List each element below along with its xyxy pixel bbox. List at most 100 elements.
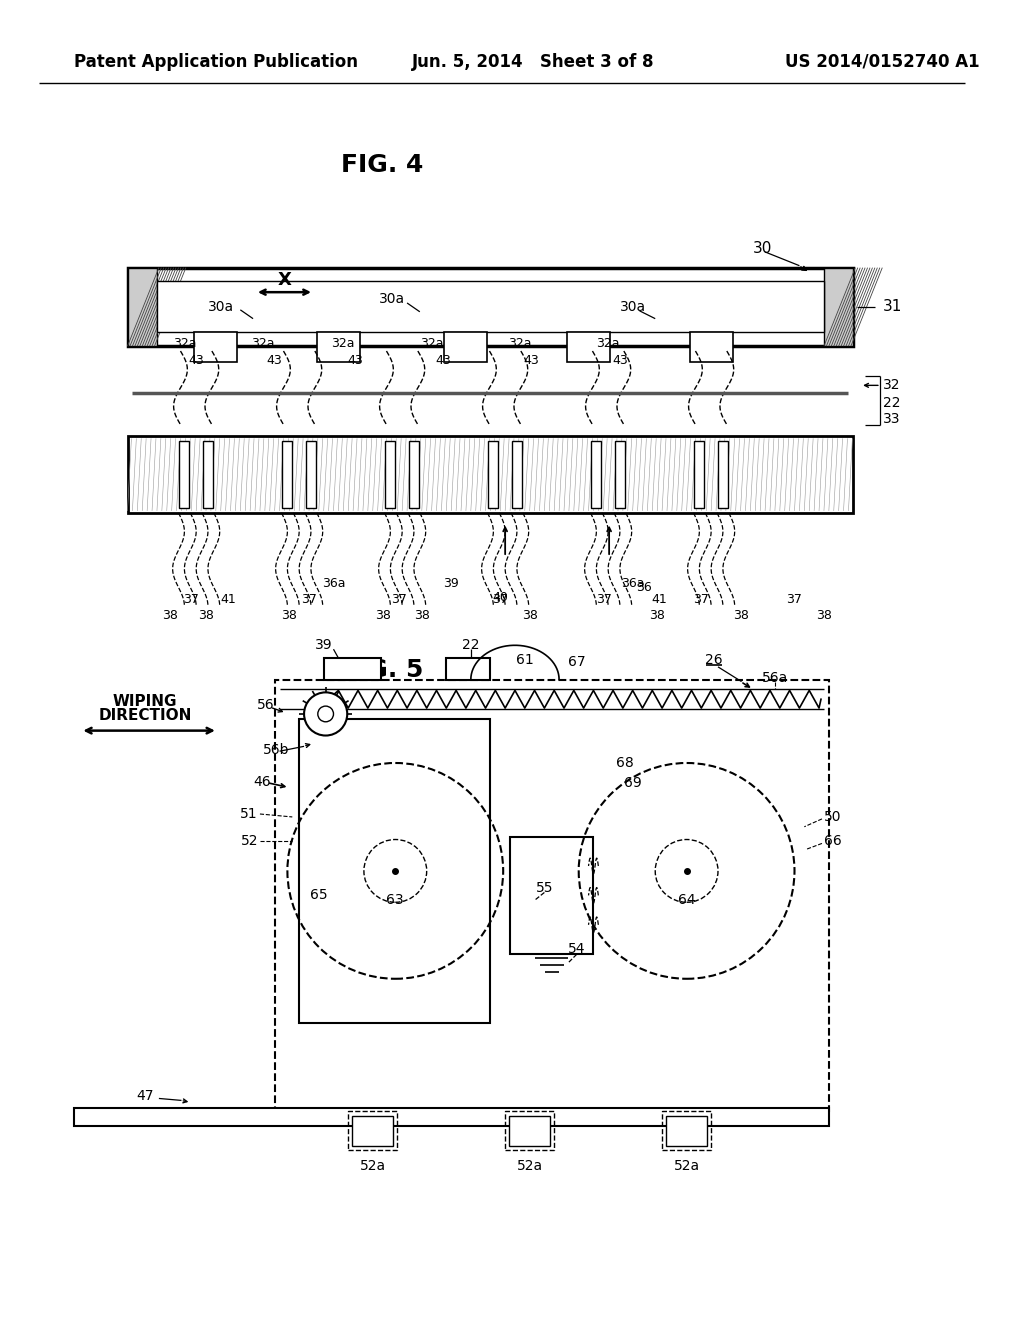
- Text: 56a: 56a: [762, 671, 788, 685]
- Text: 32a: 32a: [420, 337, 443, 350]
- Text: 52a: 52a: [674, 1159, 699, 1173]
- Text: 32a: 32a: [251, 337, 274, 350]
- Text: 37: 37: [183, 593, 200, 606]
- Text: 37: 37: [493, 593, 508, 606]
- Text: 43: 43: [435, 354, 452, 367]
- Bar: [352, 1117, 393, 1146]
- Text: FIG. 5: FIG. 5: [341, 657, 424, 682]
- Bar: [128, 437, 853, 513]
- Text: 32a: 32a: [332, 337, 355, 350]
- Text: 32a: 32a: [508, 337, 531, 350]
- Bar: [324, 659, 381, 680]
- Bar: [488, 441, 499, 508]
- Text: 30a: 30a: [379, 292, 406, 306]
- Text: 31: 31: [883, 300, 902, 314]
- Text: 52a: 52a: [359, 1159, 386, 1173]
- Bar: [128, 268, 853, 346]
- Text: 36: 36: [637, 581, 652, 594]
- Text: 43: 43: [267, 354, 283, 367]
- Text: 22: 22: [462, 639, 479, 652]
- Text: 43: 43: [188, 354, 204, 367]
- Text: 54: 54: [568, 942, 586, 957]
- Text: 38: 38: [198, 610, 214, 622]
- Text: 67: 67: [568, 655, 586, 669]
- Text: 32: 32: [883, 379, 900, 392]
- Text: 46: 46: [253, 775, 270, 788]
- Bar: [718, 441, 728, 508]
- Text: 38: 38: [162, 610, 177, 622]
- Text: 22: 22: [883, 396, 900, 411]
- Text: 43: 43: [523, 354, 540, 367]
- Text: 61: 61: [516, 653, 534, 667]
- Text: 47: 47: [136, 1089, 154, 1104]
- Bar: [592, 441, 601, 508]
- Bar: [567, 333, 610, 362]
- Bar: [505, 1111, 554, 1151]
- Text: 26: 26: [706, 653, 723, 667]
- Text: 65: 65: [310, 888, 328, 903]
- Bar: [316, 333, 360, 362]
- Text: 64: 64: [678, 894, 695, 907]
- Bar: [694, 441, 705, 508]
- Bar: [195, 333, 238, 362]
- Bar: [385, 441, 395, 508]
- Text: 37: 37: [596, 593, 612, 606]
- Bar: [510, 837, 594, 954]
- Text: 56: 56: [257, 698, 274, 711]
- Bar: [74, 1109, 828, 1126]
- Text: 38: 38: [816, 610, 831, 622]
- Text: 38: 38: [522, 610, 538, 622]
- Text: 38: 38: [649, 610, 666, 622]
- Text: 39: 39: [443, 577, 459, 590]
- Circle shape: [304, 693, 347, 735]
- Text: 52: 52: [241, 834, 258, 849]
- Bar: [689, 333, 733, 362]
- Text: 38: 38: [282, 610, 297, 622]
- Text: DIRECTION: DIRECTION: [98, 709, 191, 723]
- Text: 56b: 56b: [263, 743, 290, 758]
- Text: 69: 69: [624, 776, 642, 789]
- Text: 36a: 36a: [322, 577, 345, 590]
- Text: 30a: 30a: [620, 300, 646, 314]
- Text: 37: 37: [693, 593, 710, 606]
- Text: WIPING: WIPING: [113, 694, 177, 709]
- Bar: [203, 441, 213, 508]
- Bar: [283, 441, 292, 508]
- Bar: [157, 281, 824, 333]
- Text: 30: 30: [754, 240, 773, 256]
- Text: 38: 38: [732, 610, 749, 622]
- Text: 33: 33: [883, 412, 900, 426]
- Bar: [306, 441, 315, 508]
- Text: Patent Application Publication: Patent Application Publication: [74, 53, 357, 71]
- Bar: [446, 659, 490, 680]
- Bar: [299, 719, 490, 1023]
- Text: X: X: [278, 272, 292, 289]
- Bar: [824, 268, 853, 346]
- Text: 37: 37: [391, 593, 408, 606]
- Text: 55: 55: [536, 880, 553, 895]
- Text: 41: 41: [220, 593, 237, 606]
- Text: 38: 38: [375, 610, 390, 622]
- Bar: [274, 680, 828, 1111]
- Text: 40: 40: [493, 591, 508, 603]
- Text: 50: 50: [824, 810, 842, 824]
- Text: 32a: 32a: [596, 337, 620, 350]
- Text: 63: 63: [386, 894, 404, 907]
- Bar: [615, 441, 625, 508]
- Bar: [348, 1111, 397, 1151]
- Text: 68: 68: [616, 756, 634, 770]
- Bar: [179, 441, 189, 508]
- Bar: [128, 268, 157, 346]
- Text: Jun. 5, 2014   Sheet 3 of 8: Jun. 5, 2014 Sheet 3 of 8: [412, 53, 654, 71]
- Bar: [444, 333, 487, 362]
- Text: 32a: 32a: [173, 337, 197, 350]
- Text: 41: 41: [651, 593, 667, 606]
- Text: US 2014/0152740 A1: US 2014/0152740 A1: [784, 53, 979, 71]
- Bar: [509, 1117, 550, 1146]
- Text: 43: 43: [347, 354, 362, 367]
- Bar: [409, 441, 419, 508]
- Bar: [512, 441, 522, 508]
- Text: 37: 37: [786, 593, 803, 606]
- Text: 38: 38: [414, 610, 430, 622]
- Bar: [666, 1117, 708, 1146]
